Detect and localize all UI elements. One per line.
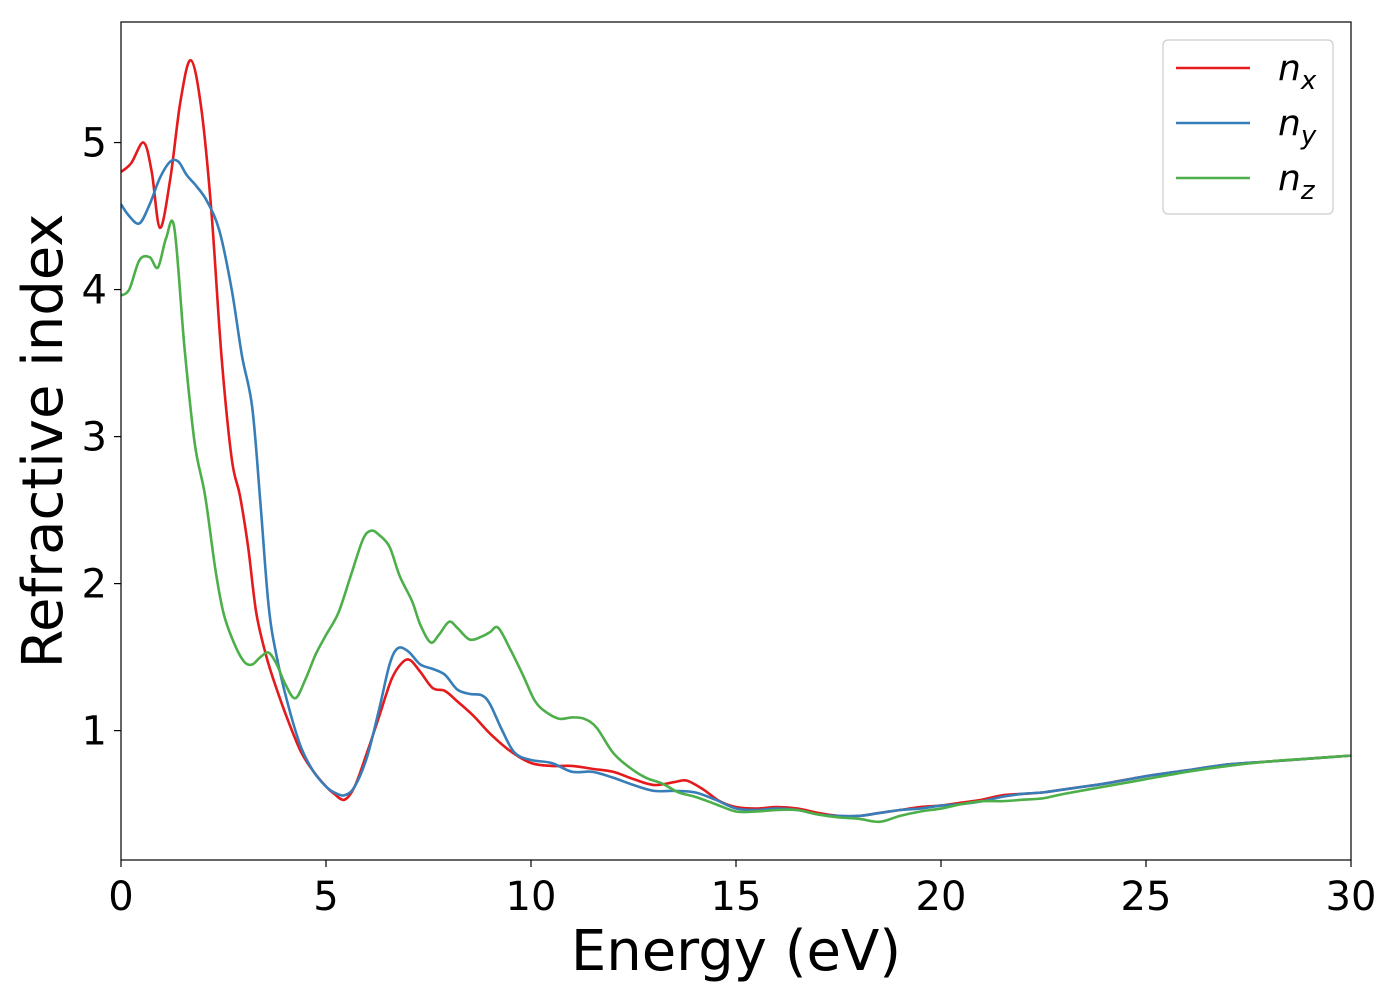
series-line-ny [121, 158, 1351, 818]
legend-label: nz [1278, 158, 1316, 206]
x-tick-label: 5 [313, 874, 338, 920]
legend-label: nx [1278, 48, 1317, 96]
y-tick-label: 1 [82, 709, 107, 755]
x-tick-label: 20 [916, 874, 967, 920]
x-tick-label: 0 [108, 874, 133, 920]
legend-item-ny: ny [1176, 103, 1317, 151]
x-tick-label: 10 [506, 874, 557, 920]
legend-box [1162, 39, 1334, 215]
y-tick-label: 3 [82, 415, 107, 461]
series-line-nx [121, 58, 1351, 818]
legend-label: ny [1278, 103, 1317, 151]
y-axis: 1 2 3 4 5 [82, 121, 121, 755]
y-tick-label: 4 [82, 268, 107, 314]
y-tick-label: 2 [82, 562, 107, 608]
x-axis: 0 5 10 15 20 25 30 [108, 860, 1376, 920]
legend-item-nx: nx [1176, 48, 1317, 96]
y-tick-label: 5 [82, 121, 107, 167]
legend: nx ny nz [1162, 39, 1334, 215]
series-line-nz [121, 219, 1351, 824]
x-tick-label: 25 [1121, 874, 1172, 920]
x-tick-label: 30 [1326, 874, 1377, 920]
y-axis-label: Refractive index [11, 214, 76, 669]
series-layer [121, 58, 1351, 824]
x-axis-label: Energy (eV) [571, 919, 901, 984]
legend-item-nz: nz [1176, 158, 1316, 206]
x-tick-label: 15 [711, 874, 762, 920]
